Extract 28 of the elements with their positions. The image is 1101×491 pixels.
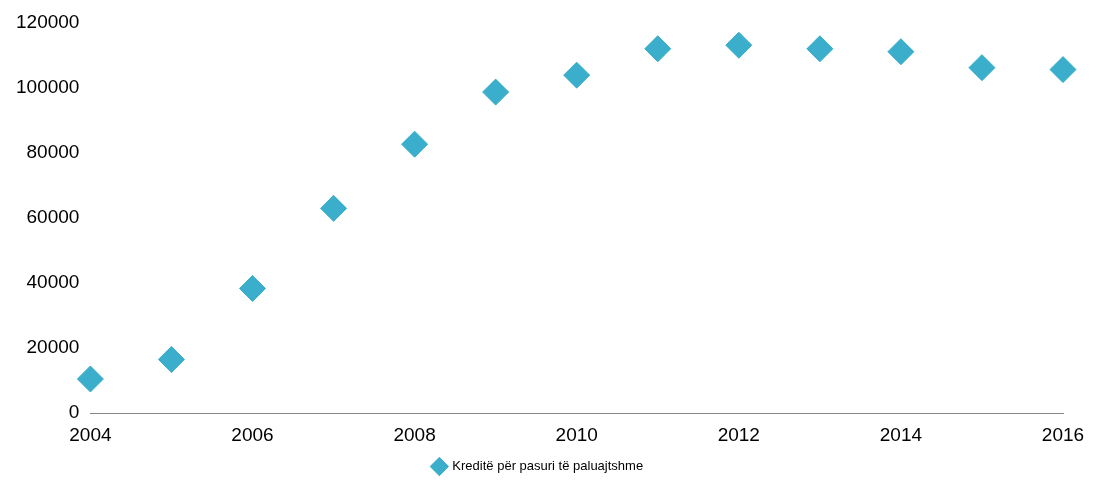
point [806, 35, 834, 63]
point [644, 35, 672, 63]
point [239, 274, 266, 302]
point [563, 61, 591, 89]
point [482, 78, 510, 106]
x-tick-label: 2010 [555, 423, 598, 445]
point [401, 130, 429, 158]
point [157, 345, 185, 373]
y-tick-label: 80000 [26, 140, 80, 162]
x-tick-label: 2014 [879, 423, 923, 445]
y-tick-label: 20000 [26, 336, 80, 358]
x-tick-label: 2006 [231, 423, 274, 445]
point [887, 38, 915, 66]
y-tick-label: 100000 [16, 75, 80, 97]
legend-label: Kreditë për pasuri të paluajtshme [452, 458, 644, 474]
x-tick-label: 2016 [1041, 423, 1085, 445]
y-tick-label: 40000 [26, 271, 80, 293]
y-tick-label: 120000 [16, 10, 80, 32]
point [968, 54, 996, 82]
point [76, 365, 104, 393]
x-tick-label: 2012 [717, 423, 760, 445]
y-tick-label: 0 [68, 401, 80, 423]
point [320, 194, 348, 222]
y-tick-label: 60000 [26, 206, 80, 228]
x-tick-label: 2008 [393, 423, 436, 445]
point [725, 31, 753, 59]
point [1049, 56, 1077, 84]
x-tick-label: 2004 [69, 423, 112, 445]
